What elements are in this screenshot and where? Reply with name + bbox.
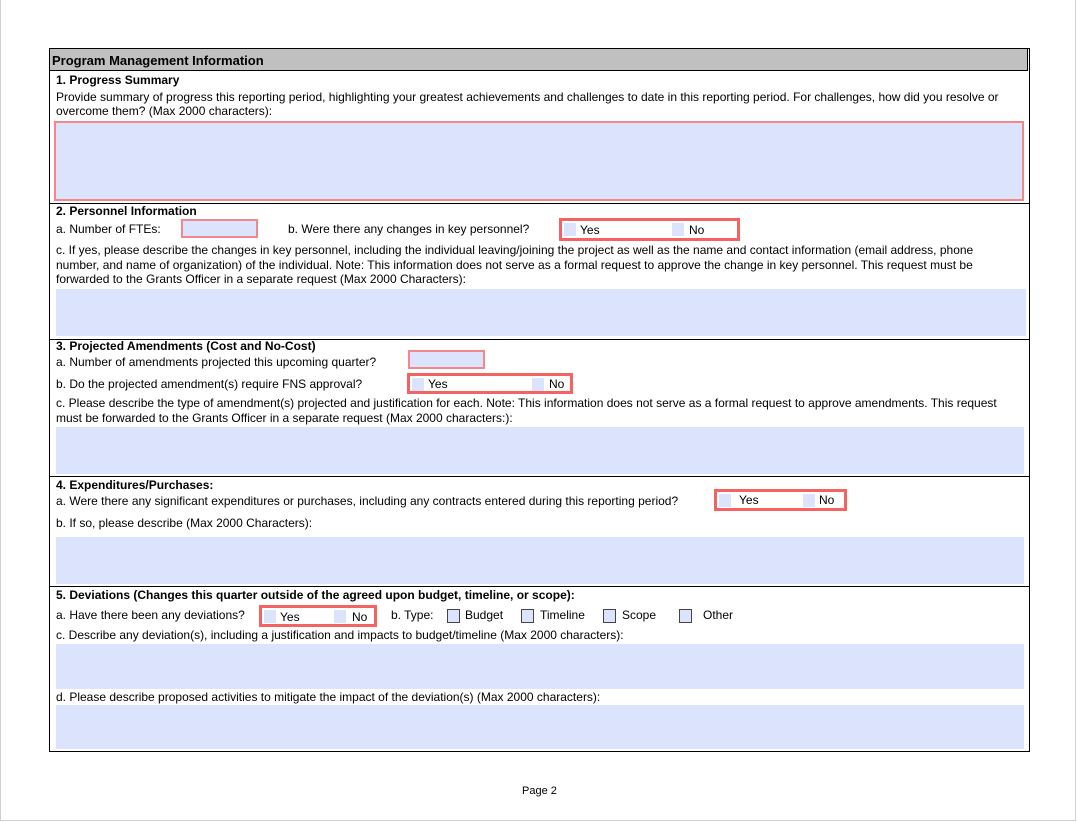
s2-c1: c. If yes, please describe the changes i… (56, 243, 974, 257)
mitigation-field[interactable] (56, 705, 1024, 749)
deviations-group: Yes No (259, 605, 377, 627)
no-label: No (689, 223, 705, 237)
yes-label: Yes (580, 223, 600, 237)
s2-c3: forwarded to the Grants Officer in a sep… (56, 272, 466, 286)
yes-label: Yes (739, 493, 759, 507)
yes-checkbox[interactable] (719, 494, 731, 507)
divider (49, 586, 1029, 587)
page-number: Page 2 (522, 785, 557, 797)
s1-title: 1. Progress Summary (56, 73, 180, 87)
s1-text: Provide summary of progress this reporti… (56, 90, 999, 104)
personnel-change-group: Yes No (559, 218, 740, 241)
s3-title: 3. Projected Amendments (Cost and No-Cos… (56, 339, 316, 353)
progress-summary-field[interactable] (54, 121, 1024, 201)
s5-c: c. Describe any deviation(s), including … (56, 628, 624, 642)
s3-c1: c. Please describe the type of amendment… (56, 396, 997, 410)
timeline-label: Timeline (540, 608, 585, 622)
yes-checkbox[interactable] (264, 610, 276, 623)
no-label: No (819, 493, 835, 507)
budget-label: Budget (465, 608, 504, 622)
deviations-field[interactable] (56, 644, 1024, 689)
budget-checkbox[interactable] (447, 609, 460, 623)
scope-label: Scope (622, 608, 657, 622)
type-label: b. Type: (391, 608, 434, 622)
s5-title: 5. Deviations (Changes this quarter outs… (56, 588, 575, 602)
s3-c2: must be forwarded to the Grants Officer … (56, 411, 513, 425)
expenditures-label: a. Were there any significant expenditur… (56, 494, 679, 508)
header-title: Program Management Information (52, 53, 264, 68)
yes-checkbox[interactable] (564, 223, 576, 236)
timeline-checkbox[interactable] (521, 609, 534, 623)
amendments-field[interactable] (56, 427, 1024, 474)
no-label: No (352, 610, 368, 624)
no-label: No (549, 377, 565, 391)
s4-title: 4. Expenditures/Purchases: (56, 478, 214, 492)
personnel-change-label: b. Were there any changes in key personn… (288, 222, 530, 236)
amend-count-field[interactable] (408, 350, 485, 369)
no-checkbox[interactable] (532, 378, 544, 391)
yes-label: Yes (428, 377, 448, 391)
no-checkbox[interactable] (803, 494, 815, 507)
divider (49, 476, 1029, 477)
s2-title: 2. Personnel Information (56, 204, 197, 218)
fns-approval-label: b. Do the projected amendment(s) require… (56, 377, 363, 391)
divider (49, 339, 1029, 340)
s5-d: d. Please describe proposed activities t… (56, 690, 601, 704)
expenditures-field[interactable] (56, 537, 1024, 584)
yes-label: Yes (280, 610, 300, 624)
fte-field[interactable] (181, 219, 258, 238)
other-checkbox[interactable] (679, 609, 692, 623)
no-checkbox[interactable] (672, 223, 684, 236)
s4-b: b. If so, please describe (Max 2000 Char… (56, 516, 313, 530)
other-label: Other (703, 608, 734, 622)
no-checkbox[interactable] (334, 610, 346, 623)
s2-c2: number, and name of organization) of the… (56, 258, 973, 272)
expenditures-group: Yes No (714, 489, 847, 511)
section-header: Program Management Information (49, 48, 1028, 71)
fns-approval-group: Yes No (407, 373, 573, 394)
personnel-changes-field[interactable] (56, 289, 1026, 336)
divider (49, 203, 1029, 204)
deviations-label: a. Have there been any deviations? (56, 608, 245, 622)
scope-checkbox[interactable] (603, 609, 616, 623)
yes-checkbox[interactable] (412, 378, 424, 391)
s1-text2: overcome them? (Max 2000 characters): (56, 104, 273, 118)
amend-count-label: a. Number of amendments projected this u… (56, 355, 377, 369)
fte-label: a. Number of FTEs: (56, 222, 161, 236)
